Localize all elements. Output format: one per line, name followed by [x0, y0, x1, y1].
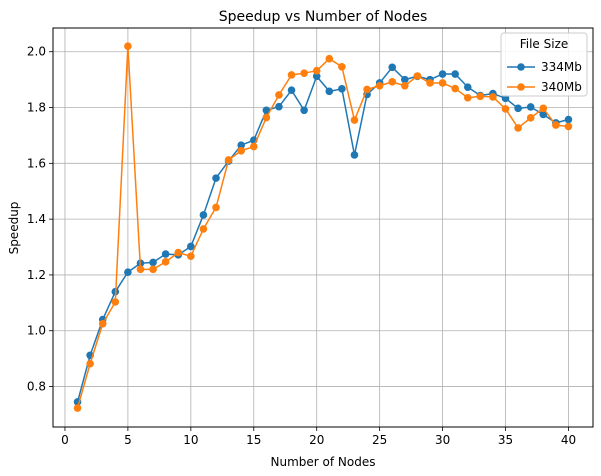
axis-ticks: 0 5 10 15 20 25 30 35 40 0.8 1.0 1.2 1.4 1.6 1.8 2.0 [27, 45, 576, 447]
data-point [463, 93, 472, 102]
data-point [149, 265, 157, 274]
data-point [514, 124, 522, 132]
data-point [300, 69, 308, 78]
data-point [539, 110, 548, 119]
data-point [350, 151, 359, 159]
legend-title: File Size [520, 37, 569, 51]
data-point [312, 72, 321, 81]
legend-swatch-marker [517, 63, 525, 71]
data-point [275, 102, 283, 111]
data-point [438, 70, 447, 78]
data-point [451, 84, 459, 93]
x-tick-label: 30 [435, 433, 450, 447]
data-point [375, 81, 384, 90]
data-point [212, 174, 220, 182]
data-point [426, 79, 434, 87]
data-point [501, 105, 510, 113]
y-tick-label: 2.0 [27, 45, 46, 59]
data-point [224, 156, 233, 164]
data-point [124, 42, 132, 50]
data-point [338, 85, 346, 93]
data-point [287, 71, 296, 79]
data-point [149, 258, 157, 267]
data-point [275, 91, 283, 99]
data-point [526, 103, 535, 111]
data-point [489, 93, 497, 101]
x-tick-label: 5 [124, 433, 132, 447]
data-point [539, 104, 548, 113]
data-point [262, 113, 271, 122]
data-point [187, 242, 195, 251]
data-point [199, 211, 208, 219]
y-tick-label: 1.6 [27, 156, 46, 170]
data-point [237, 146, 245, 155]
data-point [249, 142, 258, 151]
series-340Mb [73, 42, 573, 412]
data-point [514, 104, 522, 113]
data-point [438, 79, 447, 87]
data-point [338, 62, 346, 71]
y-axis-label: Speedup [7, 202, 21, 255]
data-point [187, 252, 195, 261]
data-point [388, 63, 397, 72]
legend: File Size 334Mb 340Mb [500, 32, 588, 97]
data-point [300, 106, 308, 115]
x-tick-label: 20 [309, 433, 324, 447]
data-point [312, 66, 321, 75]
data-point [262, 106, 271, 115]
legend-swatch-marker [517, 83, 525, 91]
data-point [401, 75, 409, 84]
data-point [161, 258, 170, 266]
data-point [526, 114, 535, 122]
series-layer [73, 42, 573, 412]
data-point [401, 81, 409, 90]
series-line [76, 66, 569, 403]
data-point [174, 248, 183, 257]
legend-label: 340Mb [541, 80, 582, 94]
data-point [73, 404, 82, 412]
series-334Mb [73, 63, 573, 406]
x-tick-label: 0 [61, 433, 69, 447]
x-tick-label: 10 [183, 433, 198, 447]
y-tick-label: 1.8 [27, 101, 46, 115]
chart-title: Speedup vs Number of Nodes [219, 9, 428, 25]
data-point [350, 116, 359, 124]
data-point [287, 86, 296, 95]
data-point [451, 70, 459, 78]
data-point [199, 225, 208, 233]
series-line [76, 45, 569, 409]
x-tick-label: 15 [246, 433, 261, 447]
data-point [237, 141, 245, 149]
data-point [86, 359, 94, 368]
data-point [463, 83, 472, 91]
grid-lines [53, 28, 593, 427]
y-tick-label: 1.2 [27, 268, 46, 282]
data-point [212, 203, 220, 212]
data-point [413, 72, 422, 80]
data-point [136, 265, 145, 274]
x-tick-label: 40 [561, 433, 576, 447]
legend-box [500, 32, 588, 97]
x-tick-label: 35 [498, 433, 513, 447]
data-point [552, 121, 560, 129]
data-point [124, 268, 132, 276]
data-point [564, 115, 573, 124]
data-point [111, 298, 120, 306]
x-axis-label: Number of Nodes [271, 455, 376, 469]
x-tick-label: 25 [372, 433, 387, 447]
data-point [476, 92, 485, 101]
legend-label: 334Mb [541, 60, 582, 74]
y-tick-label: 1.4 [27, 212, 46, 226]
plot-frame [52, 27, 594, 428]
y-tick-label: 1.0 [27, 324, 46, 338]
data-point [564, 122, 573, 131]
data-point [325, 54, 334, 63]
data-point [98, 319, 107, 328]
y-tick-label: 0.8 [27, 380, 46, 394]
data-point [161, 250, 170, 258]
data-point [388, 78, 397, 86]
data-point [325, 87, 334, 96]
data-point [363, 85, 371, 94]
